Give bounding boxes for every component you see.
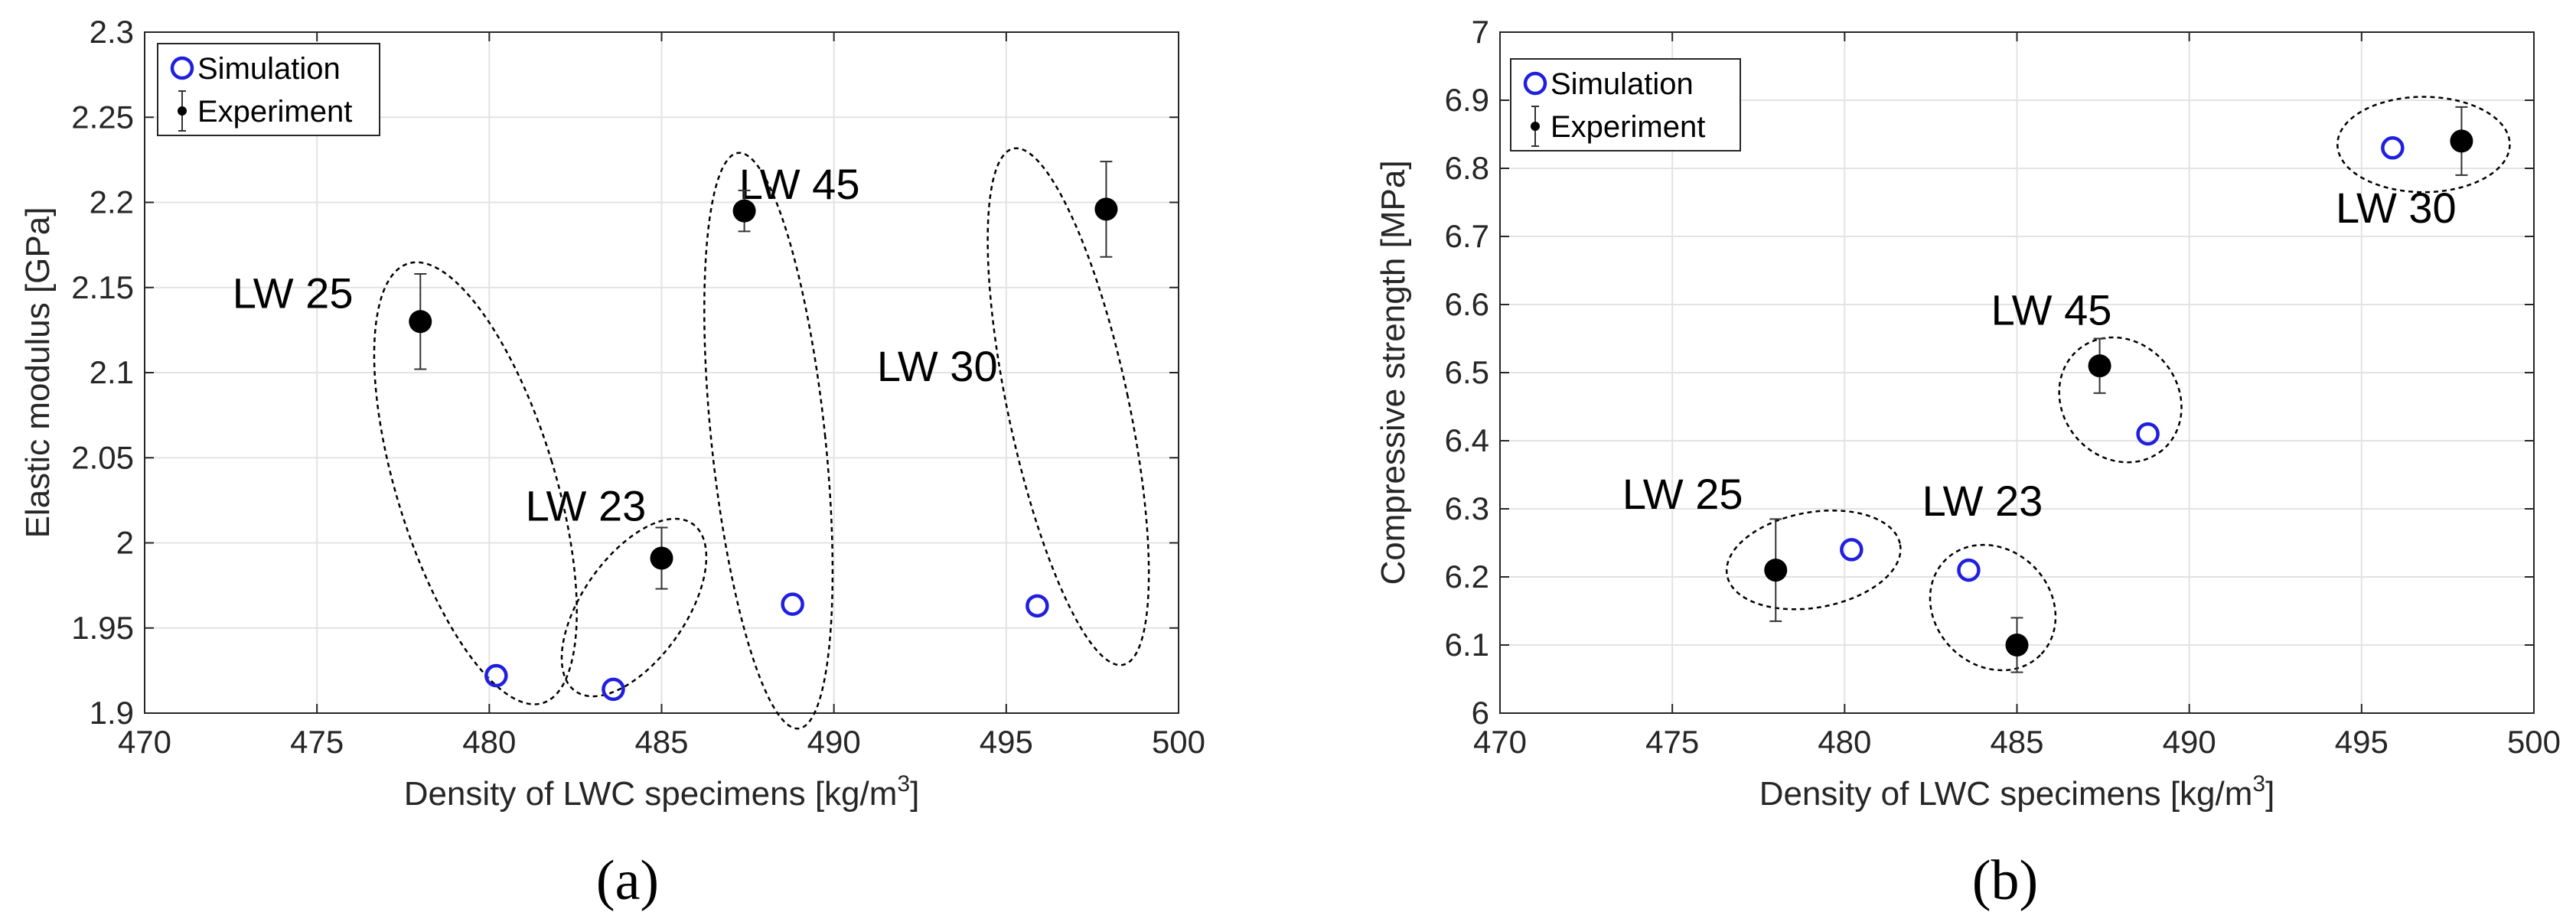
group-ellipse-lw23 [560, 517, 708, 698]
legend: Simulation Experiment [1510, 58, 1741, 151]
group-label-lw23: LW 23 [526, 482, 647, 530]
group-label-lw30: LW 30 [877, 342, 998, 390]
group-label-lw45: LW 45 [1991, 286, 2112, 334]
legend-experiment-marker [178, 106, 187, 116]
panel-caption-a: (a) [596, 849, 659, 912]
legend-simulation-marker [170, 56, 194, 80]
x-axis-title: Density of LWC specimens [kg/m3] [404, 771, 920, 813]
y-tick-label: 2 [116, 525, 134, 561]
y-tick-label: 6.7 [1445, 218, 1489, 254]
x-tick-label: 500 [1152, 724, 1205, 760]
y-tick-label: 6.3 [1445, 490, 1489, 526]
x-tick-label: 495 [980, 724, 1033, 760]
x-axis-title-close: ] [910, 775, 919, 813]
x-axis-title-superscript: 3 [897, 771, 910, 797]
legend-box [1510, 58, 1741, 151]
experiment-point [2450, 129, 2473, 153]
y-tick-label: 2.2 [90, 184, 134, 220]
y-tick-label: 6.1 [1445, 627, 1489, 663]
experiment-point [650, 546, 673, 570]
chart-panel-b: 470 475 480 485 490 495 500 6 6.1 6.2 6.3 6.4 6.5 6.6… [1374, 14, 2561, 912]
group-label-lw23: LW 23 [1922, 477, 2043, 525]
legend-experiment-label: Experiment [1550, 110, 1705, 144]
simulation-point [484, 663, 508, 688]
legend-simulation-label: Simulation [1550, 67, 1694, 101]
y-tick-label: 1.9 [90, 695, 134, 731]
y-tick-label: 6.6 [1445, 286, 1489, 322]
x-tick-label: 470 [118, 724, 171, 760]
x-tick-label: 485 [1990, 724, 2043, 760]
simulation-point [602, 677, 625, 702]
simulation-point [1840, 538, 1864, 562]
group-ellipse-lw45 [703, 151, 834, 730]
x-axis-title-main: Density of LWC specimens [kg/m [1759, 775, 2253, 813]
x-tick-label: 475 [1645, 724, 1699, 760]
group-label-lw25: LW 25 [1622, 470, 1743, 518]
x-tick-label: 480 [462, 724, 516, 760]
chart-panel-a: 470 475 480 485 490 495 500 1.9 1.95 2 2.05 2.1 2.15… [19, 14, 1205, 912]
experiment-point [1094, 197, 1118, 221]
legend: Simulation Experiment [157, 43, 380, 136]
x-tick-label: 490 [2163, 724, 2216, 760]
simulation-point [2136, 422, 2160, 446]
group-label-lw25: LW 25 [233, 269, 354, 317]
legend-box [157, 43, 380, 136]
legend-experiment-label: Experiment [197, 95, 352, 129]
y-tick-label: 6.4 [1445, 422, 1489, 458]
legend-simulation-label: Simulation [197, 52, 341, 86]
y-tick-label: 2.15 [71, 269, 134, 305]
experiment-point [2005, 634, 2029, 656]
simulation-point [1026, 594, 1049, 618]
y-tick-label: 6.9 [1445, 82, 1489, 118]
x-tick-label: 490 [807, 724, 861, 760]
legend-experiment-marker [1531, 122, 1540, 131]
x-tick-label: 480 [1818, 724, 1871, 760]
panel-caption-b: (b) [1972, 849, 2038, 912]
group-ellipse-lw23 [1929, 543, 2057, 672]
group-label-lw45: LW 45 [739, 160, 860, 208]
simulation-point [2381, 136, 2405, 160]
y-axis-title: Compressive strength [MPa] [1374, 160, 1412, 585]
group-ellipse-lw30 [986, 147, 1150, 666]
y-tick-label: 6.2 [1445, 559, 1489, 595]
x-axis-title-main: Density of LWC specimens [kg/m [404, 775, 898, 813]
x-tick-label: 485 [634, 724, 688, 760]
y-tick-label: 2.3 [90, 14, 134, 50]
group-ellipse-lw25 [373, 261, 578, 705]
x-tick-label: 475 [290, 724, 344, 760]
group-ellipse-lw30 [2336, 96, 2511, 194]
y-tick-label: 6.8 [1445, 150, 1489, 186]
y-tick-label: 6.5 [1445, 354, 1489, 390]
y-tick-label: 2.1 [90, 354, 134, 390]
y-tick-label: 1.95 [71, 610, 134, 646]
y-tick-label: 6 [1472, 695, 1489, 731]
y-tick-label: 2.25 [71, 99, 134, 135]
x-axis-title-superscript: 3 [2252, 771, 2265, 797]
y-tick-label: 7 [1472, 14, 1489, 50]
x-tick-label: 500 [2507, 724, 2561, 760]
x-tick-label: 495 [2335, 724, 2389, 760]
x-axis-title: Density of LWC specimens [kg/m3] [1759, 771, 2275, 813]
simulation-point [1957, 558, 1981, 582]
experiment-point [409, 310, 432, 334]
x-axis-title-close: ] [2265, 775, 2274, 813]
y-tick-label: 2.05 [71, 439, 134, 475]
group-ellipse-lw25 [1725, 509, 1902, 611]
group-label-lw30: LW 30 [2336, 184, 2457, 232]
experiment-point [2088, 354, 2111, 378]
experiment-point [732, 199, 756, 223]
group-ellipse-lw45 [2058, 336, 2183, 464]
simulation-point [781, 592, 804, 616]
experiment-point [1764, 559, 1788, 582]
y-axis-title: Elastic modulus [GPa] [19, 207, 57, 539]
legend-simulation-marker [1523, 71, 1547, 96]
x-tick-label: 470 [1473, 724, 1527, 760]
